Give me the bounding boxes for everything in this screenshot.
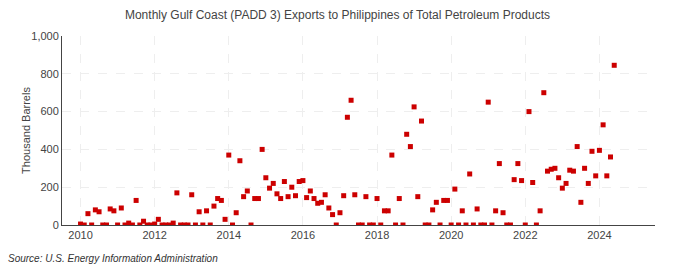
- svg-text:Thousand Barrels: Thousand Barrels: [20, 87, 32, 174]
- svg-text:2012: 2012: [142, 229, 166, 241]
- svg-text:2010: 2010: [68, 229, 92, 241]
- svg-text:600: 600: [40, 105, 58, 117]
- svg-text:2022: 2022: [513, 229, 537, 241]
- svg-text:Source: U.S. Energy Informatio: Source: U.S. Energy Information Administ…: [8, 253, 218, 264]
- svg-text:2020: 2020: [439, 229, 463, 241]
- svg-text:Monthly Gulf Coast (PADD 3) Ex: Monthly Gulf Coast (PADD 3) Exports to P…: [125, 8, 550, 22]
- svg-text:2016: 2016: [291, 229, 315, 241]
- svg-text:200: 200: [40, 181, 58, 193]
- svg-text:800: 800: [40, 68, 58, 80]
- svg-text:2014: 2014: [217, 229, 241, 241]
- svg-text:2024: 2024: [587, 229, 611, 241]
- svg-text:400: 400: [40, 143, 58, 155]
- svg-text:0: 0: [53, 219, 59, 231]
- svg-text:2018: 2018: [365, 229, 389, 241]
- svg-text:1,000: 1,000: [31, 30, 59, 42]
